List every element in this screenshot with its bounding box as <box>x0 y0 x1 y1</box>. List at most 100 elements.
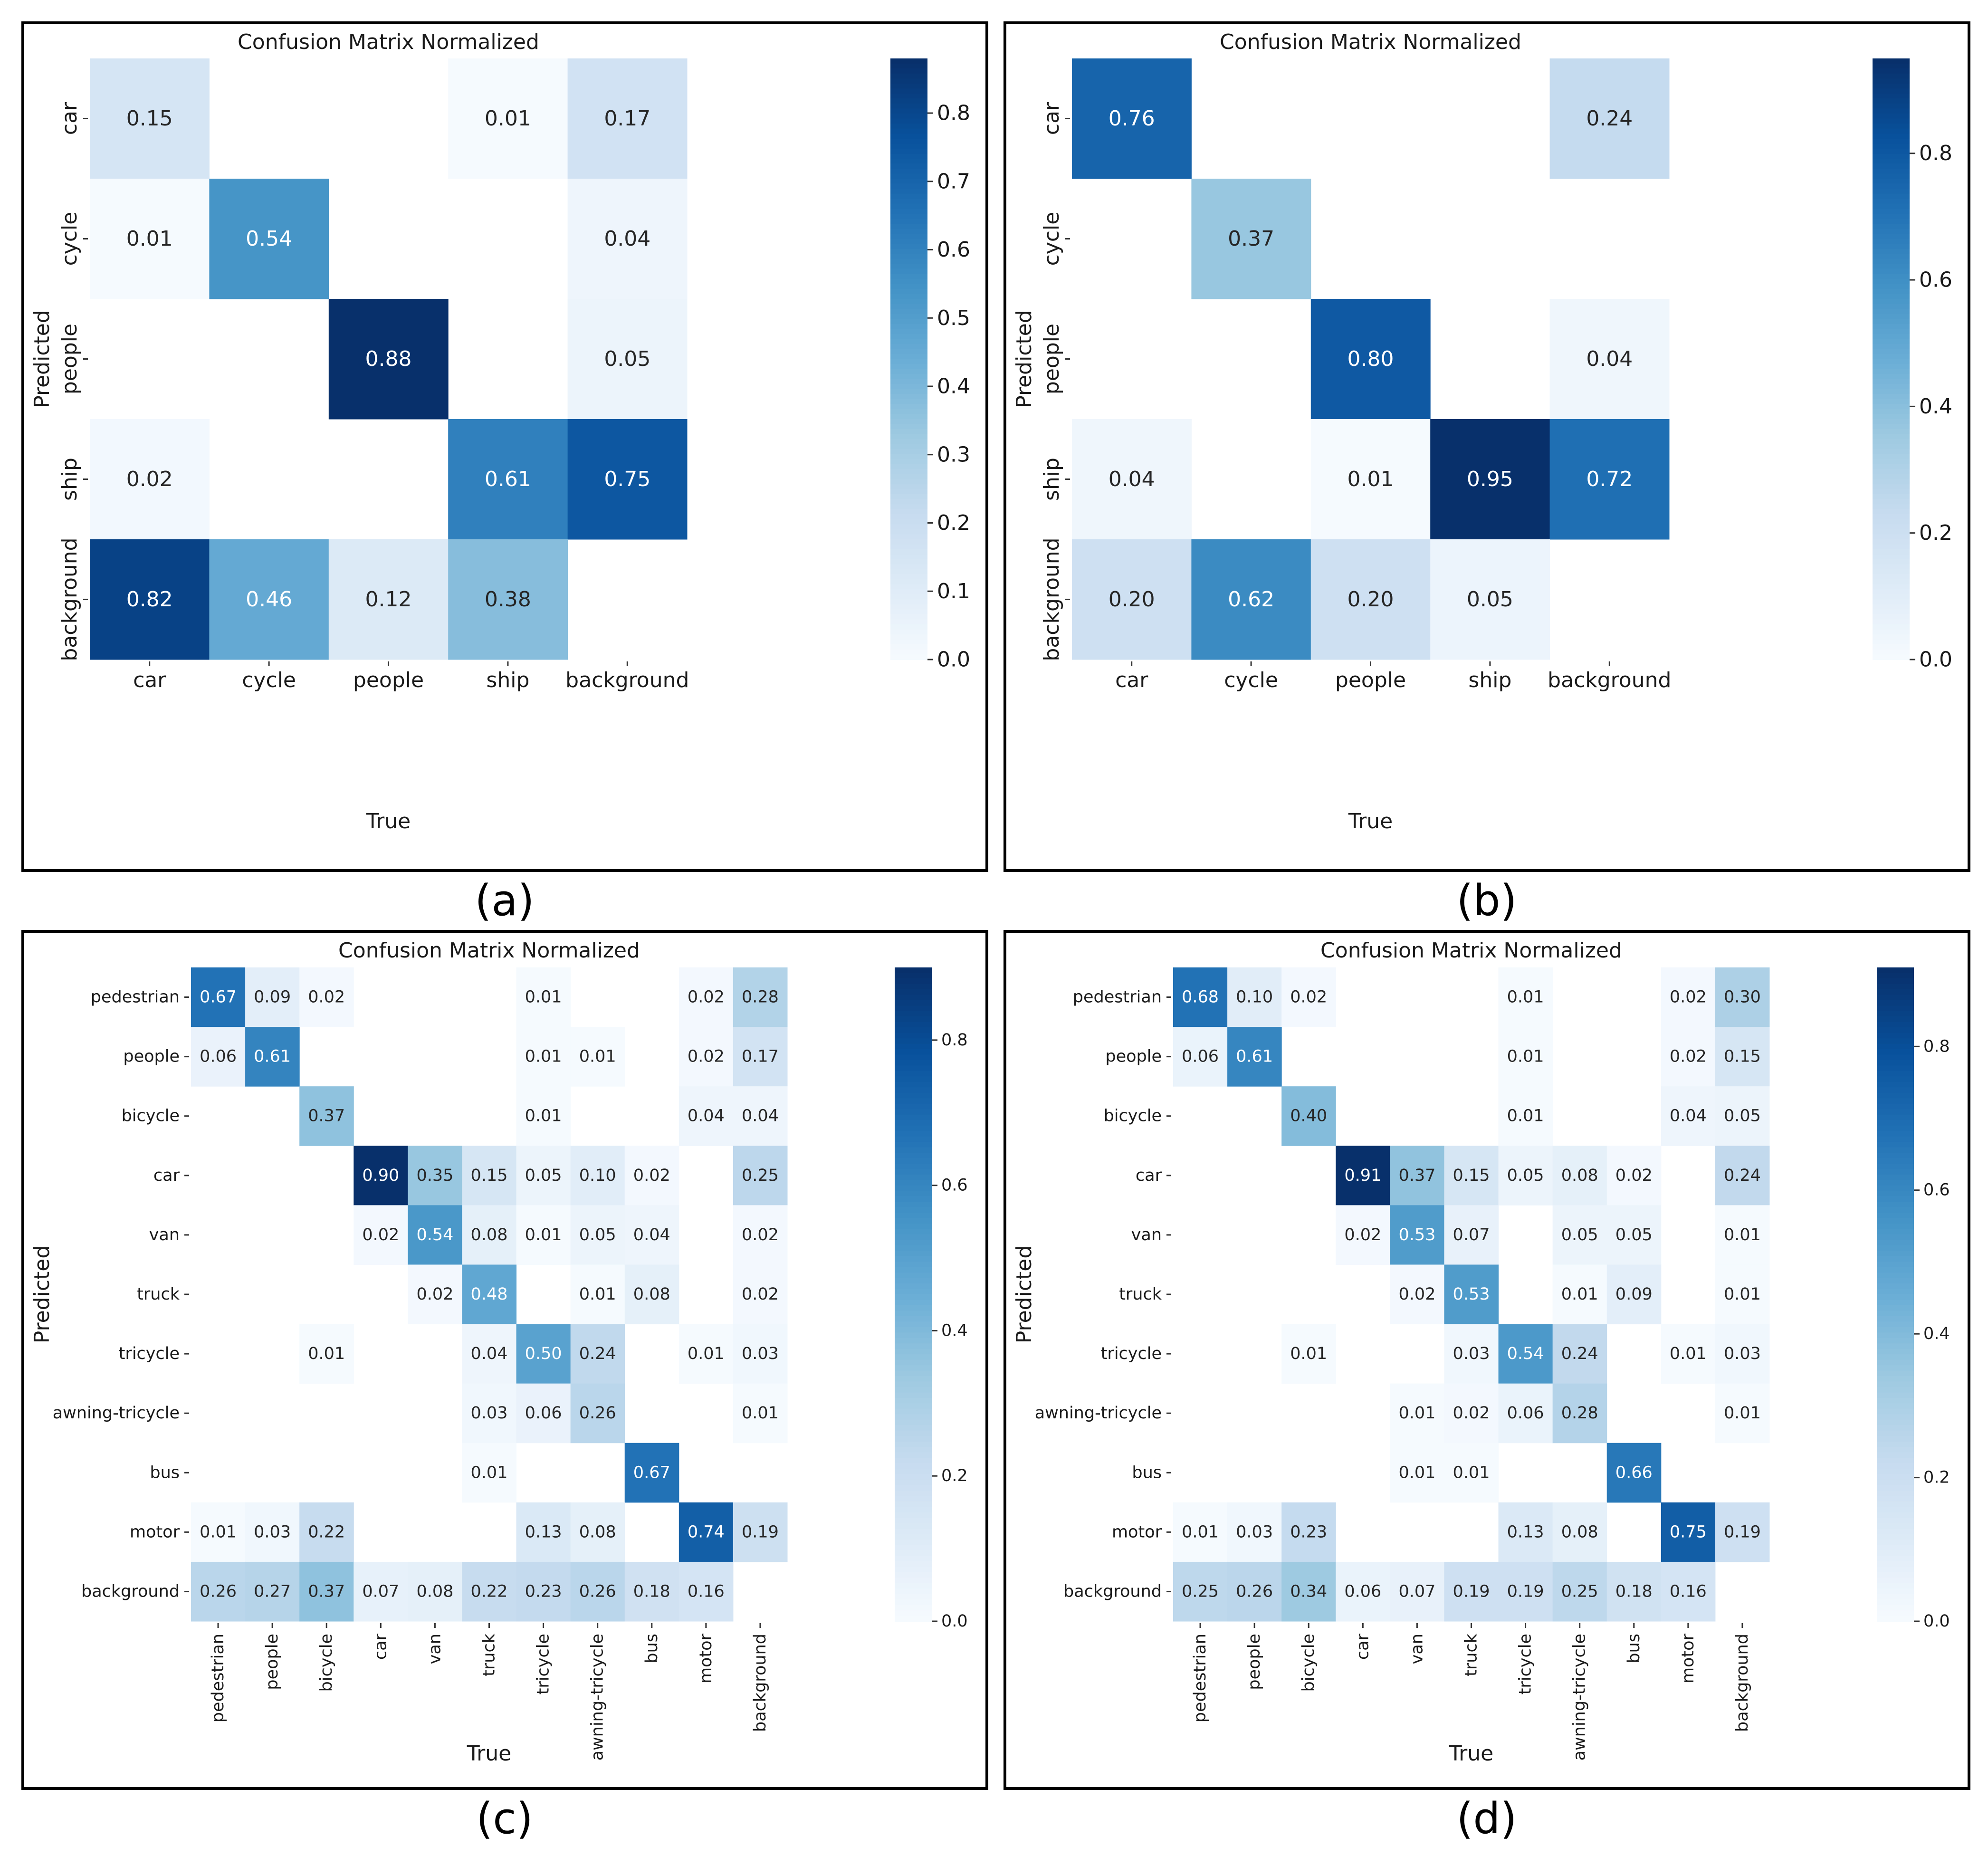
cell-value: 0.17 <box>604 106 650 131</box>
x-tick-label: bus <box>642 1634 661 1664</box>
colorbar-segment <box>890 639 927 645</box>
colorbar-segment <box>1873 454 1910 460</box>
cell-value: 0.05 <box>579 1225 616 1244</box>
cell-value: 0.40 <box>1290 1107 1327 1126</box>
y-tick-label: background <box>1063 1582 1162 1601</box>
colorbar-segment <box>1873 209 1910 214</box>
colorbar-segment <box>1873 599 1910 605</box>
colorbar-segment <box>1873 399 1910 405</box>
heatmap-cell <box>462 1383 517 1444</box>
colorbar-segment <box>1877 1518 1914 1524</box>
heatmap-cell <box>624 1264 679 1325</box>
colorbar-segment <box>1873 409 1910 415</box>
cell-value: 0.02 <box>308 988 345 1007</box>
colorbar-segment <box>1873 78 1910 84</box>
x-tick-label: truck <box>1462 1633 1481 1676</box>
heatmap-cell <box>462 1264 517 1325</box>
colorbar-segment <box>1877 1572 1914 1579</box>
colorbar-segment <box>895 1430 932 1437</box>
cell-value: 0.01 <box>308 1344 345 1363</box>
colorbar-segment <box>895 1403 932 1409</box>
colorbar-tick-label: 0.4 <box>941 1321 968 1340</box>
colorbar-segment <box>1877 1234 1914 1241</box>
colorbar-segment <box>1877 1169 1914 1175</box>
colorbar-segment <box>895 1163 932 1170</box>
colorbar-segment <box>1877 1381 1914 1387</box>
colorbar-segment <box>895 1229 932 1235</box>
colorbar-segment <box>1877 1349 1914 1355</box>
colorbar-segment <box>890 329 927 335</box>
cell-value: 0.02 <box>1290 988 1327 1007</box>
colorbar-segment <box>1873 244 1910 249</box>
colorbar-tick-label: 0.4 <box>937 374 970 399</box>
cell-value: 0.06 <box>525 1404 562 1423</box>
colorbar-segment <box>1873 264 1910 269</box>
heatmap-cell <box>570 1561 625 1622</box>
cell-value: 0.04 <box>1109 467 1155 491</box>
colorbar-segment <box>1873 148 1910 154</box>
cell-value: 0.08 <box>471 1225 508 1244</box>
colorbar-segment <box>1873 88 1910 94</box>
heatmap-cell <box>624 1443 679 1503</box>
colorbar-segment <box>1877 1076 1914 1082</box>
heatmap-cell <box>1606 1205 1662 1265</box>
heatmap-cell <box>1715 1027 1770 1087</box>
colorbar-segment <box>1877 1594 1914 1600</box>
colorbar-segment <box>1873 534 1910 540</box>
colorbar-segment <box>1873 639 1910 645</box>
colorbar-segment <box>1873 579 1910 585</box>
colorbar-segment <box>895 1087 932 1093</box>
colorbar-segment <box>1877 1109 1914 1115</box>
colorbar-segment <box>1877 1038 1914 1044</box>
heatmap-cell <box>516 1383 571 1444</box>
colorbar-segment <box>890 284 927 289</box>
colorbar-segment <box>1877 1370 1914 1377</box>
cell-value: 0.06 <box>1507 1404 1544 1423</box>
cell-value: 0.18 <box>1615 1582 1653 1601</box>
colorbar-segment <box>895 1103 932 1110</box>
colorbar-segment <box>895 1408 932 1415</box>
colorbar-segment <box>890 444 927 450</box>
heatmap-cell <box>1552 1502 1607 1562</box>
colorbar-segment <box>1873 213 1910 220</box>
cell-value: 0.17 <box>742 1047 779 1066</box>
cell-value: 0.27 <box>254 1582 291 1601</box>
cell-value: 0.04 <box>604 227 650 251</box>
heatmap-cell <box>733 1027 788 1087</box>
colorbar-segment <box>890 414 927 420</box>
colorbar-segment <box>1873 544 1910 550</box>
colorbar-segment <box>890 389 927 395</box>
colorbar-segment <box>1873 549 1910 555</box>
heatmap-cell <box>1498 1027 1553 1087</box>
colorbar-segment <box>1873 389 1910 395</box>
cell-value: 0.28 <box>1561 1404 1598 1423</box>
colorbar-segment <box>890 199 927 204</box>
cell-value: 0.08 <box>1561 1166 1598 1185</box>
colorbar-segment <box>1873 344 1910 350</box>
colorbar-segment <box>895 1311 932 1317</box>
colorbar-segment <box>890 644 927 650</box>
colorbar-segment <box>1877 1043 1914 1050</box>
colorbar-segment <box>895 1529 932 1535</box>
heatmap-cell <box>1606 1146 1662 1205</box>
heatmap-cell <box>679 967 734 1027</box>
colorbar-segment <box>1877 1583 1914 1589</box>
cell-value: 0.07 <box>362 1582 399 1601</box>
colorbar-segment <box>1873 118 1910 124</box>
cell-value: 0.06 <box>200 1047 237 1066</box>
colorbar-segment <box>1877 1512 1914 1519</box>
cell-value: 0.38 <box>485 587 531 612</box>
colorbar-segment <box>1877 1131 1914 1137</box>
colorbar-segment <box>1877 1060 1914 1066</box>
cell-value: 0.01 <box>688 1344 725 1363</box>
cell-value: 0.01 <box>1398 1404 1435 1423</box>
heatmap-cell <box>1498 1561 1553 1622</box>
x-tick-label: bicycle <box>1299 1634 1318 1692</box>
colorbar-segment <box>895 1043 932 1050</box>
colorbar-segment <box>1873 58 1910 64</box>
heatmap-cell <box>1281 1502 1336 1562</box>
colorbar-segment <box>890 474 927 480</box>
colorbar-segment <box>1877 1425 1914 1431</box>
heatmap-cell <box>624 1561 679 1622</box>
cell-value: 0.80 <box>1348 347 1394 371</box>
